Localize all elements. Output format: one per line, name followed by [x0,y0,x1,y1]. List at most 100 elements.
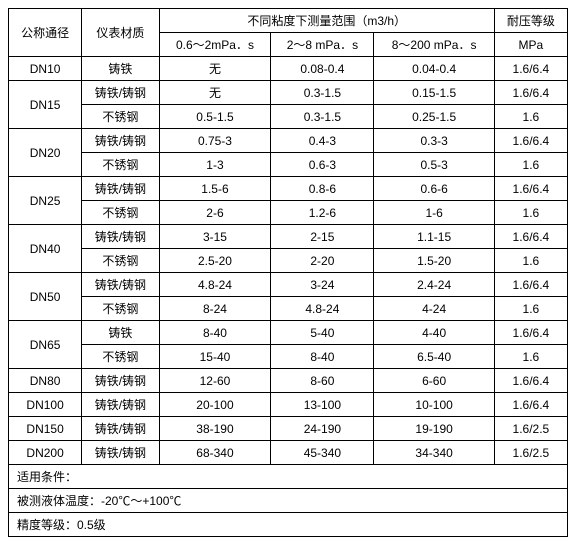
cell-pressure: 1.6 [494,105,567,129]
cell-visc-c: 10-100 [374,393,494,417]
table-row: DN80铸铁/铸钢12-608-606-601.6/6.4 [9,369,568,393]
cell-dn: DN200 [9,441,82,465]
header-nominal-dia: 公称通径 [9,9,82,57]
cell-material: 不锈钢 [82,201,159,225]
cell-visc-c: 1-6 [374,201,494,225]
table-row: 不锈钢2-61.2-61-61.6 [9,201,568,225]
table-row: DN15铸铁/铸钢无0.3-1.50.15-1.51.6/6.4 [9,81,568,105]
cell-visc-c: 1.5-20 [374,249,494,273]
cell-dn: DN40 [9,225,82,273]
cell-material: 铸铁/铸钢 [82,81,159,105]
cell-visc-b: 3-24 [271,273,374,297]
cell-dn: DN65 [9,321,82,369]
cell-pressure: 1.6/6.4 [494,177,567,201]
cell-pressure: 1.6/6.4 [494,369,567,393]
cell-visc-b: 24-190 [271,417,374,441]
cell-pressure: 1.6 [494,249,567,273]
table-row: DN100铸铁/铸钢20-10013-10010-1001.6/6.4 [9,393,568,417]
cell-material: 铸铁/铸钢 [82,369,159,393]
cell-visc-a: 8-40 [159,321,271,345]
cell-visc-c: 0.6-6 [374,177,494,201]
cell-material: 铸铁/铸钢 [82,177,159,201]
cell-pressure: 1.6/6.4 [494,393,567,417]
cell-visc-a: 0.75-3 [159,129,271,153]
cell-dn: DN50 [9,273,82,321]
cell-material: 铸铁 [82,57,159,81]
cell-visc-c: 4-40 [374,321,494,345]
header-visc-a: 0.6～2mPa．s [159,33,271,57]
cell-pressure: 1.6 [494,345,567,369]
cell-pressure: 1.6/6.4 [494,81,567,105]
table-row: 不锈钢1-30.6-30.5-31.6 [9,153,568,177]
header-material: 仪表材质 [82,9,159,57]
cell-material: 铸铁/铸钢 [82,225,159,249]
cell-visc-c: 6-60 [374,369,494,393]
cell-visc-a: 无 [159,57,271,81]
cell-dn: DN25 [9,177,82,225]
cell-material: 不锈钢 [82,345,159,369]
table-row: 不锈钢0.5-1.50.3-1.50.25-1.51.6 [9,105,568,129]
cell-pressure: 1.6 [494,297,567,321]
table-row: DN200铸铁/铸钢68-34045-34034-3401.6/2.5 [9,441,568,465]
cell-visc-b: 0.3-1.5 [271,105,374,129]
cell-pressure: 1.6/6.4 [494,57,567,81]
cell-visc-c: 19-190 [374,417,494,441]
cell-pressure: 1.6/6.4 [494,273,567,297]
cell-pressure: 1.6 [494,153,567,177]
cell-visc-b: 2-15 [271,225,374,249]
cell-pressure: 1.6/2.5 [494,441,567,465]
cell-material: 铸铁/铸钢 [82,441,159,465]
cell-dn: DN15 [9,81,82,129]
cell-visc-b: 0.3-1.5 [271,81,374,105]
header-viscosity-group: 不同粘度下测量范围（m3/h） [159,9,494,33]
cell-visc-b: 13-100 [271,393,374,417]
cell-dn: DN80 [9,369,82,393]
cell-dn: DN100 [9,393,82,417]
cell-pressure: 1.6/6.4 [494,129,567,153]
cell-visc-a: 0.5-1.5 [159,105,271,129]
cell-visc-b: 8-60 [271,369,374,393]
table-row: 不锈钢2.5-202-201.5-201.6 [9,249,568,273]
cell-visc-c: 1.1-15 [374,225,494,249]
cell-visc-a: 8-24 [159,297,271,321]
spec-table: 公称通径 仪表材质 不同粘度下测量范围（m3/h） 耐压等级 0.6～2mPa．… [8,8,568,537]
cell-material: 铸铁/铸钢 [82,273,159,297]
header-pressure: 耐压等级 [494,9,567,33]
cell-visc-a: 4.8-24 [159,273,271,297]
cell-visc-c: 0.25-1.5 [374,105,494,129]
cell-visc-a: 20-100 [159,393,271,417]
footer-line1: 适用条件： [9,465,568,489]
cell-visc-c: 0.3-3 [374,129,494,153]
cell-visc-a: 38-190 [159,417,271,441]
table-row: 不锈钢8-244.8-244-241.6 [9,297,568,321]
cell-visc-b: 1.2-6 [271,201,374,225]
cell-visc-b: 0.8-6 [271,177,374,201]
cell-material: 不锈钢 [82,297,159,321]
table-row: DN50铸铁/铸钢4.8-243-242.4-241.6/6.4 [9,273,568,297]
cell-pressure: 1.6/2.5 [494,417,567,441]
footer-line3: 精度等级：0.5级 [9,513,568,537]
cell-visc-c: 0.04-0.4 [374,57,494,81]
cell-visc-b: 0.08-0.4 [271,57,374,81]
header-pressure-unit: MPa [494,33,567,57]
cell-visc-c: 6.5-40 [374,345,494,369]
cell-pressure: 1.6 [494,201,567,225]
cell-material: 铸铁/铸钢 [82,417,159,441]
cell-pressure: 1.6/6.4 [494,321,567,345]
cell-visc-c: 2.4-24 [374,273,494,297]
cell-visc-c: 0.15-1.5 [374,81,494,105]
cell-visc-a: 无 [159,81,271,105]
table-row: DN40铸铁/铸钢3-152-151.1-151.6/6.4 [9,225,568,249]
cell-visc-b: 8-40 [271,345,374,369]
cell-material: 不锈钢 [82,105,159,129]
cell-visc-a: 2-6 [159,201,271,225]
cell-dn: DN10 [9,57,82,81]
footer-line2: 被测液体温度：-20℃～+100℃ [9,489,568,513]
table-row: DN10铸铁无0.08-0.40.04-0.41.6/6.4 [9,57,568,81]
cell-material: 铸铁/铸钢 [82,393,159,417]
cell-visc-c: 34-340 [374,441,494,465]
cell-material: 不锈钢 [82,249,159,273]
cell-visc-a: 1.5-6 [159,177,271,201]
table-row: DN25铸铁/铸钢1.5-60.8-60.6-61.6/6.4 [9,177,568,201]
table-row: DN65铸铁8-405-404-401.6/6.4 [9,321,568,345]
